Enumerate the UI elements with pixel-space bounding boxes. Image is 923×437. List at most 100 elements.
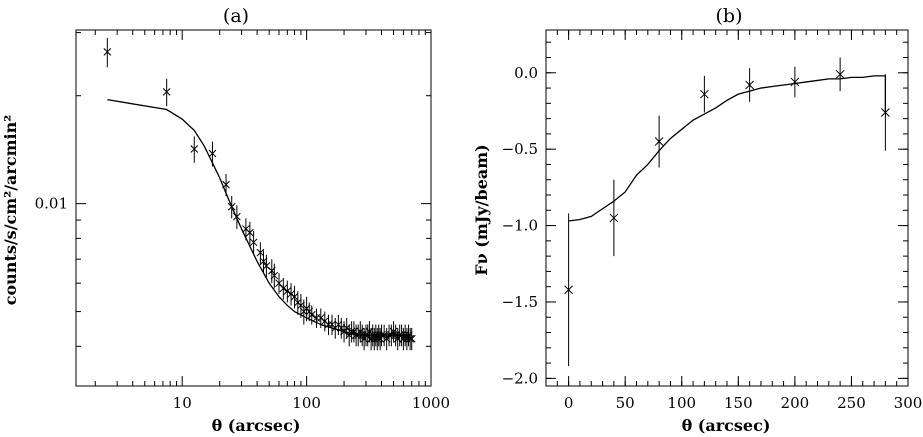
data-point <box>324 314 333 336</box>
x-marker-stroke <box>242 225 250 233</box>
data-point <box>700 75 709 113</box>
x-marker-stroke <box>259 257 268 266</box>
data-point <box>190 136 199 163</box>
x-marker-stroke <box>371 331 380 339</box>
data-point <box>275 273 283 294</box>
data-point <box>283 280 292 303</box>
x-marker-stroke <box>249 238 258 247</box>
data-point <box>881 74 890 151</box>
data-point <box>270 263 279 289</box>
x-marker-stroke <box>320 317 329 326</box>
data-point <box>233 205 241 229</box>
data-point <box>249 230 258 255</box>
x-tick-label: 10 <box>173 394 192 412</box>
y-tick-label: −0.5 <box>502 140 538 158</box>
data-point <box>246 221 254 245</box>
data-point <box>654 115 664 168</box>
x-marker-stroke <box>307 310 316 319</box>
data-point <box>407 327 416 351</box>
x-marker-stroke <box>270 271 279 280</box>
data-point <box>242 218 250 241</box>
x-marker-stroke <box>745 80 754 90</box>
panel-a-x-axis-label: θ (arcsec) <box>212 416 301 435</box>
x-marker-stroke <box>368 331 377 339</box>
x-tick-label: 1000 <box>412 394 450 412</box>
data-point <box>208 141 217 167</box>
x-marker-stroke <box>609 213 619 223</box>
y-tick-label: 0.01 <box>35 195 68 213</box>
x-tick-label: 50 <box>616 394 635 412</box>
x-marker-stroke <box>401 331 410 339</box>
panel-a-ticks <box>76 30 432 386</box>
panel-a-y-axis-label: counts/s/cm²/arcmin² <box>1 115 20 305</box>
data-point <box>399 327 408 351</box>
data-point <box>162 78 171 107</box>
panel-b: (b) 0 50 100 150 200 250 300 −2.0 −1.5 −1.0 −0.5 0.… <box>472 5 922 435</box>
panel-b-y-axis-label: Fν (mJy/beam) <box>472 144 491 275</box>
data-point <box>745 68 754 102</box>
panel-a-title: (a) <box>223 5 249 27</box>
x-marker-stroke <box>275 279 283 288</box>
x-marker-stroke <box>406 334 415 343</box>
y-tick-label: −2.0 <box>502 369 538 387</box>
data-point <box>609 179 619 257</box>
data-point <box>227 196 236 219</box>
x-marker-stroke <box>279 284 288 293</box>
x-marker-stroke <box>283 287 292 296</box>
panel-b-x-axis-label: θ (arcsec) <box>682 416 771 435</box>
data-point <box>307 305 316 325</box>
x-tick-label: 200 <box>781 394 810 412</box>
y-tick-label: 0.0 <box>514 64 538 82</box>
panel-a-tick-labels: 10 100 1000 0.01 <box>35 195 451 412</box>
x-marker-stroke <box>564 285 573 295</box>
y-tick-label: −1.0 <box>502 217 538 235</box>
x-marker-stroke <box>256 248 265 257</box>
data-point <box>397 324 406 347</box>
x-marker-stroke <box>297 301 305 310</box>
x-marker-stroke <box>316 314 325 322</box>
x-marker-stroke <box>700 89 709 99</box>
data-point <box>222 173 230 197</box>
panel-b-data-points <box>564 57 890 367</box>
x-marker-stroke <box>103 48 112 56</box>
x-tick-label: 100 <box>667 394 696 412</box>
panel-a-data-points <box>103 37 416 351</box>
x-marker-stroke <box>262 262 271 270</box>
x-tick-label: 250 <box>837 394 866 412</box>
data-point <box>316 308 325 328</box>
data-point <box>279 278 288 300</box>
panel-b-plot-frame <box>545 29 909 387</box>
x-tick-label: 100 <box>292 394 321 412</box>
x-marker-stroke <box>162 88 171 96</box>
data-point <box>564 213 573 367</box>
x-marker-stroke <box>324 320 333 329</box>
x-tick-label: 300 <box>894 394 923 412</box>
panel-b-tick-labels: 0 50 100 150 200 250 300 −2.0 −1.5 −1.0 −0.5 0.0 <box>502 64 923 412</box>
x-marker-stroke <box>227 202 236 211</box>
x-marker-stroke <box>399 334 408 343</box>
x-marker-stroke <box>190 145 199 153</box>
data-point <box>287 283 295 306</box>
x-marker-stroke <box>835 69 845 79</box>
panel-a: (a) 10 100 1000 0.01 θ (arcsec) counts/s/cm… <box>1 5 450 435</box>
data-point <box>360 327 368 351</box>
data-point <box>790 66 800 98</box>
data-point <box>290 285 299 309</box>
panel-b-title: (b) <box>716 5 743 27</box>
data-point <box>401 324 410 347</box>
x-marker-stroke <box>233 212 241 221</box>
x-marker-stroke <box>407 334 416 343</box>
data-point <box>103 37 112 68</box>
x-marker-stroke <box>290 292 299 301</box>
data-point <box>835 57 845 92</box>
x-marker-stroke <box>790 77 800 87</box>
data-point <box>256 242 265 264</box>
panel-b-model-curve <box>568 75 887 222</box>
x-marker-stroke <box>246 228 254 237</box>
x-marker-stroke <box>881 108 890 117</box>
panel-a-plot-frame <box>75 29 432 387</box>
x-marker-stroke <box>222 180 230 189</box>
x-tick-label: 150 <box>724 394 753 412</box>
panel-b-ticks <box>545 30 909 386</box>
